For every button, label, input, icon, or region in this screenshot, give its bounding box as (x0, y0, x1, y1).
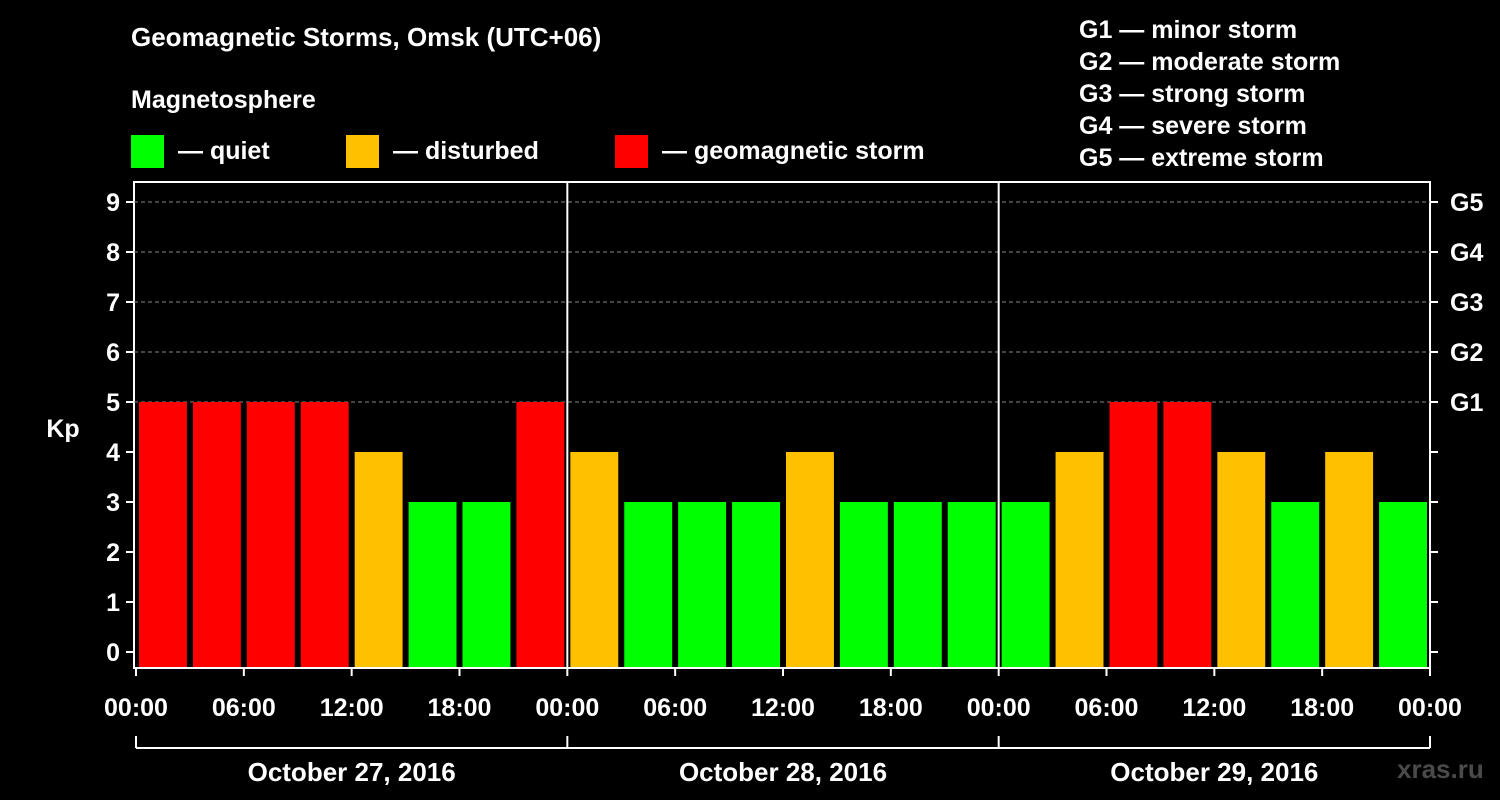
watermark: xras.ru (1397, 754, 1484, 784)
x-tick-label-3: 18:00 (428, 694, 492, 722)
g-tick-label-g3: G3 (1450, 289, 1483, 317)
legend-quiet-label: — quiet (178, 136, 270, 165)
day-label-2: October 28, 2016 (679, 757, 887, 787)
x-tick-label-5: 06:00 (643, 694, 707, 722)
bar-7 (462, 502, 511, 667)
bar-11 (678, 502, 727, 667)
g-tick-label-g1: G1 (1450, 389, 1483, 417)
bar-5 (354, 452, 403, 667)
bar-21 (1217, 452, 1266, 667)
x-tick-label-8: 00:00 (967, 694, 1031, 722)
legend-quiet: — quiet (131, 134, 270, 168)
x-tick-label-7: 18:00 (859, 694, 923, 722)
legend-quiet-swatch (131, 134, 164, 168)
x-tick-label-2: 12:00 (320, 694, 384, 722)
legend-storm: — geomagnetic storm (615, 134, 925, 168)
bar-22 (1271, 502, 1320, 667)
y-tick-label-7: 7 (106, 289, 120, 317)
bar-9 (570, 452, 619, 667)
bar-8 (516, 402, 565, 667)
chart-title: Geomagnetic Storms, Omsk (UTC+06) (131, 22, 602, 52)
bar-24 (1379, 502, 1427, 667)
y-tick-label-2: 2 (106, 539, 120, 567)
y-tick-label-9: 9 (106, 189, 120, 217)
g-scale-g5: G5 — extreme storm (1079, 144, 1324, 172)
g-scale-legend: G1 — minor storm G2 — moderate storm G3 … (1079, 14, 1340, 174)
y-tick-label-8: 8 (106, 239, 120, 267)
x-tick-label-4: 00:00 (535, 694, 599, 722)
bar-17 (1001, 502, 1050, 667)
legend-heading: Magnetosphere (131, 86, 316, 114)
x-tick-label-12: 00:00 (1398, 694, 1462, 722)
y-tick-label-5: 5 (106, 389, 120, 417)
bar-15 (893, 502, 942, 667)
day-label-3: October 29, 2016 (1110, 757, 1318, 787)
x-tick-label-6: 12:00 (751, 694, 815, 722)
bar-14 (839, 502, 888, 667)
legend-disturbed: — disturbed (346, 134, 539, 168)
bar-19 (1109, 402, 1158, 667)
bar-10 (624, 502, 673, 667)
bar-20 (1163, 402, 1212, 667)
x-tick-label-1: 06:00 (212, 694, 276, 722)
g-tick-label-g4: G4 (1450, 239, 1483, 267)
g-scale-g4: G4 — severe storm (1079, 112, 1307, 140)
legend-storm-label: — geomagnetic storm (662, 136, 925, 165)
legend-storm-swatch (615, 134, 648, 168)
bar-4 (300, 402, 349, 667)
bar-2 (192, 402, 241, 667)
g-tick-label-g5: G5 (1450, 189, 1483, 217)
bar-18 (1055, 452, 1104, 667)
g-scale-g1: G1 — minor storm (1079, 16, 1298, 44)
x-tick-label-11: 18:00 (1290, 694, 1354, 722)
bar-16 (947, 502, 996, 667)
legend-disturbed-label: — disturbed (393, 136, 539, 165)
bar-3 (246, 402, 295, 667)
g-scale-g3: G3 — strong storm (1079, 80, 1306, 108)
bar-1 (139, 402, 187, 667)
x-tick-label-9: 06:00 (1075, 694, 1139, 722)
g-tick-label-g2: G2 (1450, 339, 1483, 367)
x-tick-label-10: 12:00 (1182, 694, 1246, 722)
y-tick-label-3: 3 (106, 489, 120, 517)
bar-6 (408, 502, 457, 667)
day-label-1: October 27, 2016 (248, 757, 456, 787)
x-tick-label-0: 00:00 (104, 694, 168, 722)
bar-13 (786, 452, 834, 667)
legend-disturbed-swatch (346, 134, 379, 168)
g-scale-g2: G2 — moderate storm (1079, 48, 1341, 76)
y-tick-label-4: 4 (106, 439, 120, 467)
y-tick-label-1: 1 (106, 589, 120, 617)
y-axis-label: Kp (46, 415, 79, 443)
bar-23 (1325, 452, 1374, 667)
bar-12 (732, 502, 780, 667)
y-tick-label-6: 6 (106, 339, 120, 367)
y-tick-label-0: 0 (106, 639, 120, 667)
